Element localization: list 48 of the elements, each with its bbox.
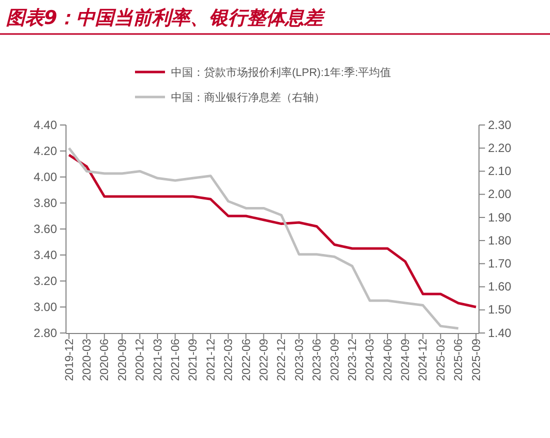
y2-tick-label: 2.20	[488, 140, 512, 155]
y-tick-label: 3.80	[34, 196, 58, 210]
y-tick-label: 4.40	[34, 118, 58, 132]
x-tick-label: 2024-06	[382, 338, 394, 381]
y2-tick-label: 1.40	[488, 326, 512, 340]
legend-label: 中国：贷款市场报价利率(LPR):1年:季:平均值	[171, 66, 392, 79]
x-tick-label: 2019-12	[64, 338, 76, 381]
x-tick-label: 2022-12	[276, 338, 288, 381]
x-tick-label: 2020-03	[82, 338, 94, 381]
x-tick-label: 2024-03	[364, 338, 377, 381]
y2-tick-label: 2.30	[488, 118, 512, 132]
y-tick-label: 4.00	[34, 170, 58, 184]
x-tick-label: 2023-09	[329, 338, 342, 381]
x-tick-label: 2021-03	[152, 338, 164, 381]
x-tick-label: 2025-03	[435, 338, 448, 381]
y-tick-label: 3.60	[34, 222, 58, 236]
y2-tick-label: 2.10	[488, 164, 512, 178]
x-tick-label: 2023-03	[294, 338, 306, 381]
y2-tick-label: 1.80	[488, 233, 512, 248]
y2-tick-label: 1.90	[488, 210, 512, 224]
x-tick-label: 2024-12	[418, 338, 430, 381]
line-series	[68, 146, 460, 330]
y-tick-label: 2.80	[34, 326, 58, 340]
x-tick-label: 2020-12	[134, 338, 147, 381]
x-tick-label: 2022-06	[240, 338, 253, 381]
chart-title: 图表9：中国当前利率、银行整体息差	[6, 7, 326, 29]
y2-tick-label: 1.70	[488, 256, 512, 271]
x-tick-label: 2020-06	[99, 338, 112, 381]
x-tick-label: 2021-09	[188, 338, 200, 381]
x-tick-label: 2023-06	[312, 338, 324, 381]
x-tick-label: 2023-12	[346, 338, 359, 381]
x-tick-label: 2022-09	[258, 338, 270, 381]
y-tick-label: 4.20	[34, 144, 58, 158]
y2-tick-label: 1.60	[488, 280, 512, 294]
line-series	[68, 154, 478, 308]
y-tick-label: 3.40	[34, 248, 58, 262]
legend-label: 中国：商业银行净息差（右轴）	[171, 91, 325, 104]
x-tick-label: 2021-06	[170, 338, 182, 381]
x-tick-label: 2025-06	[453, 338, 466, 381]
x-tick-label: 2022-03	[223, 338, 236, 381]
x-tick-label: 2024-09	[400, 338, 412, 381]
x-tick-label: 2020-09	[116, 338, 129, 381]
y2-tick-label: 1.50	[488, 302, 512, 317]
x-tick-label: 2021-12	[205, 338, 218, 381]
y-tick-label: 3.20	[34, 274, 58, 288]
y-tick-label: 3.00	[34, 300, 58, 314]
y2-tick-label: 2.00	[488, 187, 512, 202]
x-tick-label: 2025-09	[470, 338, 483, 381]
